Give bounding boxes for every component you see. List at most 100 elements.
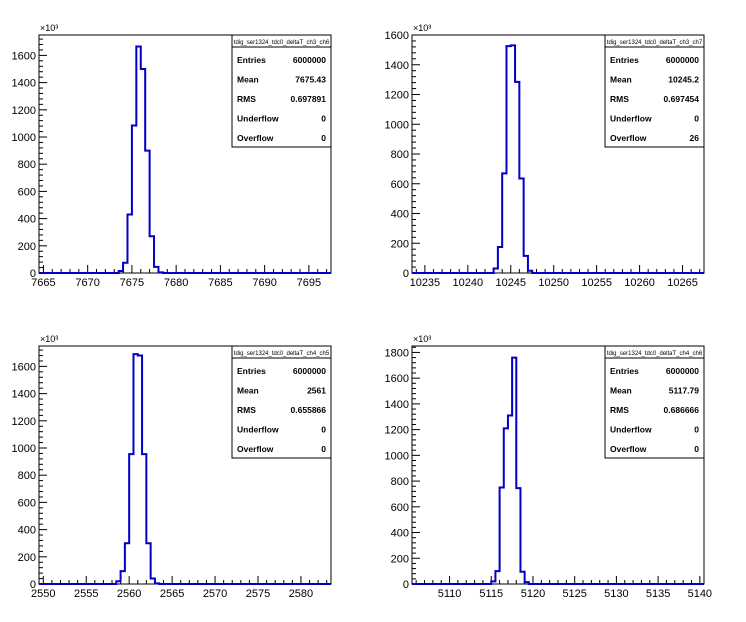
y-tick-label: 1000	[385, 119, 409, 131]
histogram-bin	[525, 582, 529, 584]
histogram-bin	[528, 271, 532, 273]
histogram-bin	[500, 488, 504, 584]
stat-label: Overflow	[610, 133, 647, 143]
stat-label: Entries	[610, 55, 639, 65]
histogram-bin	[520, 572, 524, 584]
histogram-bin	[129, 454, 133, 584]
y-tick-label: 1400	[385, 399, 409, 411]
y-tick-label: 1800	[385, 347, 409, 359]
stats-box	[231, 34, 332, 148]
histogram-bin	[142, 454, 146, 584]
histogram-bin	[125, 543, 129, 584]
histogram-bin	[494, 269, 498, 273]
histogram-outline	[412, 44, 704, 274]
x-tick-label: 2555	[74, 588, 98, 600]
y-tick-label: 1600	[12, 50, 36, 62]
histogram-bin	[132, 125, 136, 273]
histogram-bin	[495, 571, 499, 584]
x-tick-label: 2560	[117, 588, 141, 600]
histogram-bin	[508, 415, 512, 584]
stats-title: tdig_ser1324_tdc0_deltaT_ch3_ch7	[607, 40, 703, 46]
stat-value: 2561	[307, 386, 326, 396]
stat-label: Entries	[237, 55, 266, 65]
y-tick-label: 1200	[12, 416, 36, 428]
stat-label: Mean	[610, 386, 632, 396]
stat-value: 0.697454	[664, 94, 700, 104]
stat-label: RMS	[237, 94, 256, 104]
x-tick-label: 10260	[624, 277, 655, 289]
stat-label: RMS	[237, 405, 256, 415]
histogram-bin	[146, 543, 150, 584]
stats-title: tdig_ser1324_tdc0_deltaT_ch4_ch5	[234, 351, 330, 357]
x-tick-label: 7680	[164, 277, 188, 289]
x-tick-label: 5130	[604, 588, 628, 600]
y-tick-label: 800	[391, 476, 409, 488]
stats-title: tdig_ser1324_tdc0_deltaT_ch3_ch6	[234, 40, 330, 46]
y-tick-label: 600	[18, 186, 36, 198]
stat-label: Overflow	[237, 444, 274, 454]
histogram-bin	[150, 236, 154, 273]
x-tick-label: 5125	[562, 588, 586, 600]
y-tick-label: 400	[391, 209, 409, 221]
y-tick-label: 0	[403, 579, 409, 591]
stat-value: 0	[321, 133, 326, 143]
histogram-bin	[116, 581, 120, 584]
y-tick-label: 600	[18, 497, 36, 509]
histogram-panel-1: 7665 7670 7675 7680 7685 7690 7695 0 200 400 600 80…	[12, 23, 332, 289]
y-multiplier-label: ×10³	[413, 23, 431, 33]
x-tick-label: 7675	[120, 277, 144, 289]
stat-label: Underflow	[237, 425, 279, 435]
y-tick-label: 600	[391, 179, 409, 191]
y-tick-label: 1000	[385, 450, 409, 462]
stat-label: Overflow	[237, 133, 274, 143]
x-tick-label: 2580	[289, 588, 313, 600]
histogram-bin	[498, 247, 502, 273]
y-tick-label: 200	[18, 552, 36, 564]
histogram-outline	[39, 45, 331, 274]
y-tick-label: 1400	[12, 389, 36, 401]
x-tick-label: 10255	[581, 277, 612, 289]
histogram-bin	[519, 179, 523, 273]
stat-label: Mean	[237, 75, 259, 85]
histogram-bin	[138, 356, 142, 584]
stat-value: 6000000	[293, 55, 326, 65]
stat-value: 6000000	[293, 366, 326, 376]
histogram-bin	[511, 45, 515, 273]
stat-value: 6000000	[666, 55, 699, 65]
y-tick-label: 1200	[385, 425, 409, 437]
stat-label: Underflow	[237, 114, 279, 124]
histogram-bin	[506, 46, 510, 273]
histogram-bin	[133, 354, 137, 584]
x-tick-label: 7695	[297, 277, 321, 289]
histogram-panel-4: 5110 5115 5120 5125 5130 5135 5140 0 200 400 600 80…	[385, 334, 713, 600]
y-multiplier-label: ×10³	[40, 334, 58, 344]
y-tick-label: 1400	[12, 78, 36, 90]
stat-label: Underflow	[610, 425, 652, 435]
stat-value: 0	[694, 114, 699, 124]
stat-value: 0.686666	[664, 405, 700, 415]
y-tick-label: 400	[391, 528, 409, 540]
stat-value: 0	[321, 425, 326, 435]
y-tick-label: 0	[403, 268, 409, 280]
stat-value: 26	[690, 133, 700, 143]
y-tick-label: 1000	[12, 132, 36, 144]
stats-box	[231, 345, 332, 459]
x-tick-label: 7685	[208, 277, 232, 289]
histogram-bin	[515, 82, 519, 273]
x-tick-label: 10265	[667, 277, 698, 289]
x-tick-label: 10240	[453, 277, 484, 289]
y-tick-label: 1600	[385, 373, 409, 385]
histogram-bin	[155, 583, 159, 584]
x-tick-label: 5140	[688, 588, 712, 600]
stat-label: RMS	[610, 405, 629, 415]
stat-label: Mean	[237, 386, 259, 396]
histogram-bin	[136, 47, 140, 273]
x-tick-label: 2550	[31, 588, 55, 600]
x-tick-label: 5120	[521, 588, 545, 600]
x-tick-label: 5110	[438, 588, 462, 600]
y-tick-label: 1200	[385, 90, 409, 102]
stat-value: 0	[694, 425, 699, 435]
histogram-outline	[39, 353, 331, 585]
stat-value: 0	[321, 444, 326, 454]
